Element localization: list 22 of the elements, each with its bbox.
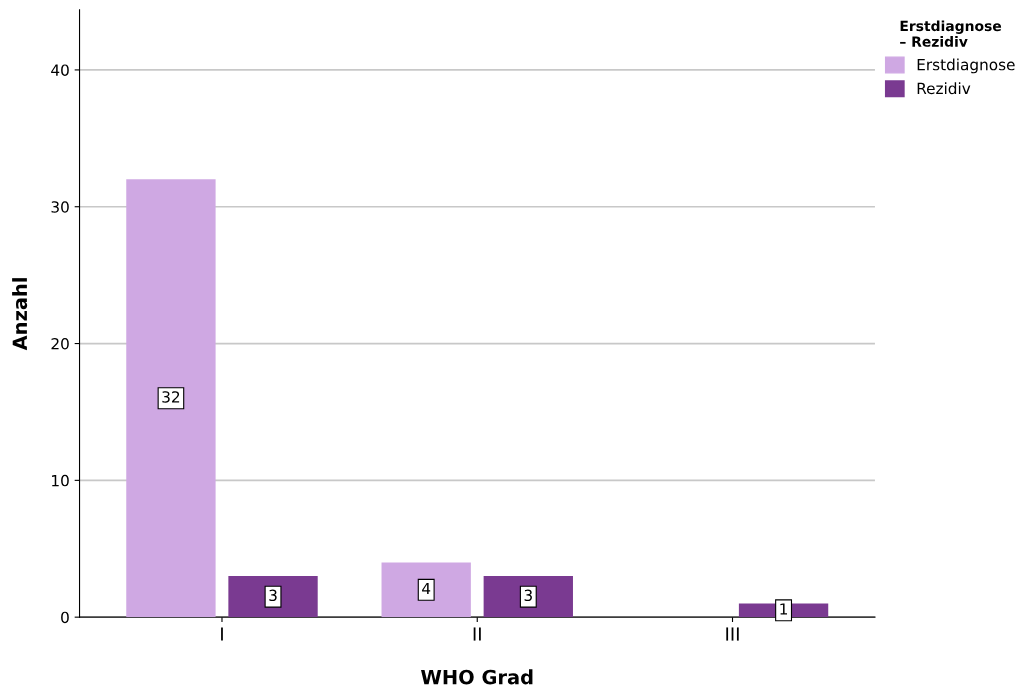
y-tick-label: 0 (61, 611, 69, 624)
data-label: 3 (269, 589, 277, 602)
data-label: 1 (780, 603, 788, 615)
y-tick-label: 10 (52, 474, 69, 487)
bar (228, 576, 318, 618)
bar (381, 562, 471, 618)
x-tick-label: I (221, 627, 223, 641)
x-axis-title: WHO Grad (421, 669, 533, 685)
legend-label: Rezidiv (917, 82, 971, 95)
data-label: 4 (422, 582, 431, 595)
bar (483, 576, 573, 618)
data-label: 32 (162, 391, 180, 403)
legend-title: Erstdiagnose – Rezidiv (900, 20, 1002, 47)
y-tick-label: 40 (51, 64, 69, 76)
y-axis-title: Anzahl (12, 278, 28, 351)
y-tick-label: 30 (51, 201, 69, 213)
x-tick-label: III (726, 627, 739, 641)
data-label: 3 (524, 589, 532, 602)
x-tick-label: II (473, 627, 481, 641)
legend-label: Erstdiagnose (917, 58, 1015, 74)
y-tick-label: 20 (51, 338, 69, 350)
bar (126, 179, 216, 618)
